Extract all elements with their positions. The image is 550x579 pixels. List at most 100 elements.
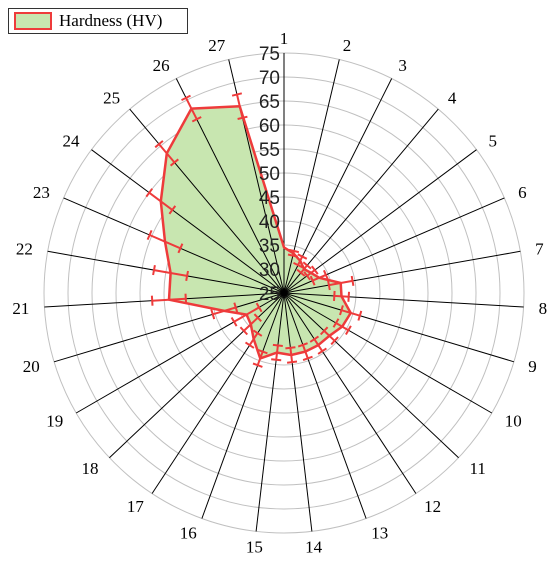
r-tick-label-70: 70 (259, 68, 280, 89)
error-cap-5-high (310, 265, 319, 275)
spoke-5 (283, 149, 477, 294)
r-tick-label-30: 30 (259, 260, 280, 281)
error-bar-22 (153, 269, 188, 277)
error-cap-15-low (272, 343, 283, 347)
spoke-9 (283, 292, 515, 363)
error-cap-7-low (327, 280, 331, 291)
category-label-1: 1 (280, 29, 289, 48)
error-cap-3-high (297, 253, 308, 260)
spoke-25 (129, 108, 285, 294)
error-bar-7 (328, 279, 353, 287)
error-cap-17-low (252, 329, 263, 337)
spoke-13 (283, 292, 367, 519)
error-cap-11-high (330, 336, 339, 346)
error-bar-16 (256, 351, 264, 366)
category-label-18: 18 (82, 459, 99, 478)
category-label-20: 20 (23, 357, 40, 376)
error-bar-6 (312, 273, 327, 282)
r-tick-label-75: 75 (259, 44, 280, 65)
error-cap-20-high (210, 309, 216, 320)
error-cap-18-high (239, 326, 249, 336)
spoke-16 (201, 292, 285, 519)
error-cap-9-low (339, 305, 344, 316)
error-bar-26 (185, 97, 198, 120)
error-cap-22-high (152, 265, 156, 276)
error-cap-17-high (244, 341, 255, 349)
error-cap-2-high (288, 248, 300, 254)
r-tick-label-50: 50 (259, 164, 280, 185)
spoke-17 (151, 292, 285, 494)
error-cap-25-high (154, 140, 164, 149)
error-bar-8 (334, 294, 349, 298)
error-bar-3 (297, 256, 304, 266)
category-label-15: 15 (246, 537, 263, 556)
category-label-23: 23 (33, 183, 50, 202)
category-label-2: 2 (343, 36, 352, 55)
error-cap-19-low (255, 302, 263, 313)
error-cap-10-low (332, 318, 340, 328)
error-bar-14 (289, 347, 294, 363)
error-cap-16-high (252, 362, 263, 368)
error-cap-14-low (285, 346, 296, 350)
error-cap-19-high (230, 316, 238, 327)
error-bar-4 (300, 264, 308, 274)
error-cap-10-high (345, 325, 352, 336)
error-cap-3-low (293, 262, 303, 269)
error-cap-6-low (309, 275, 316, 286)
category-label-24: 24 (63, 132, 81, 151)
category-label-10: 10 (505, 412, 522, 431)
series-area (160, 106, 351, 359)
error-cap-2-low (287, 253, 298, 258)
spoke-7 (283, 250, 521, 294)
category-label-6: 6 (518, 183, 527, 202)
category-label-4: 4 (448, 89, 457, 108)
category-label-21: 21 (12, 299, 29, 318)
category-label-3: 3 (398, 56, 407, 75)
error-bar-11 (323, 330, 336, 342)
spoke-10 (283, 292, 493, 414)
error-bar-27 (236, 94, 244, 119)
error-bar-19 (233, 306, 260, 323)
error-cap-24-low (168, 205, 177, 215)
r-tick-label-45: 45 (259, 188, 280, 209)
error-cap-16-low (257, 348, 268, 355)
error-cap-4-high (302, 261, 312, 270)
r-tick-label-35: 35 (259, 236, 280, 257)
category-label-12: 12 (424, 497, 441, 516)
category-label-25: 25 (103, 89, 120, 108)
error-cap-24-high (145, 188, 154, 198)
error-cap-13-low (297, 342, 308, 348)
error-bar-10 (335, 322, 349, 332)
category-label-11: 11 (470, 459, 486, 478)
error-cap-27-high (231, 92, 243, 97)
error-cap-23-high (146, 230, 153, 240)
error-cap-26-high (181, 94, 191, 101)
error-bar-9 (341, 309, 361, 317)
legend: Hardness (HV) (8, 8, 188, 34)
r-tick-label-25: 25 (259, 284, 280, 305)
category-label-22: 22 (16, 240, 33, 259)
category-label-19: 19 (46, 412, 63, 431)
error-bar-21 (152, 297, 186, 302)
category-label-8: 8 (539, 299, 548, 318)
error-cap-5-low (303, 271, 311, 281)
error-bar-17 (248, 332, 259, 346)
error-cap-7-high (350, 275, 355, 286)
error-cap-11-low (319, 326, 329, 336)
error-cap-27-low (237, 115, 248, 120)
error-bar-5 (306, 269, 316, 277)
spoke-4 (283, 108, 439, 294)
r-tick-label-60: 60 (259, 116, 280, 137)
spoke-20 (53, 292, 285, 363)
category-label-14: 14 (305, 537, 323, 556)
error-bar-25 (158, 143, 176, 164)
error-cap-21-low (184, 293, 188, 304)
spoke-11 (283, 292, 459, 459)
error-cap-12-high (317, 347, 327, 355)
error-cap-22-low (185, 270, 189, 281)
r-tick-label-40: 40 (259, 212, 280, 233)
error-bar-23 (149, 234, 181, 250)
r-tick-label-55: 55 (259, 140, 280, 161)
error-cap-13-high (302, 355, 313, 362)
